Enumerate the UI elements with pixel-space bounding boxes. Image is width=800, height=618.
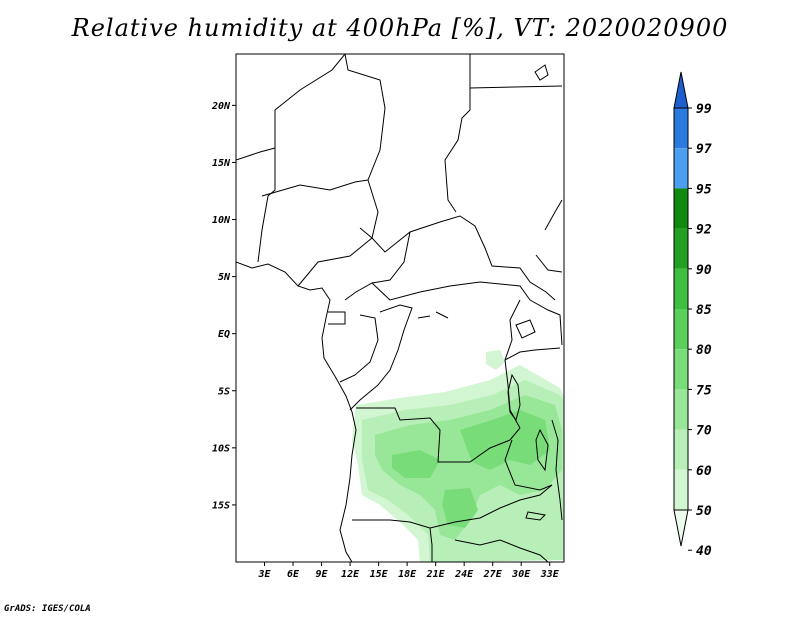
border-line xyxy=(344,231,411,301)
border-line xyxy=(257,148,276,263)
lat-tick-label: EQ xyxy=(218,329,230,340)
colorbar-top-arrow xyxy=(673,71,689,109)
border-line xyxy=(544,199,563,231)
lat-tick-label: 5N xyxy=(218,272,231,283)
lake-outline xyxy=(515,319,536,339)
border-line xyxy=(297,227,373,287)
colorbar-segment xyxy=(674,148,688,189)
humidity-shading xyxy=(352,350,564,562)
border-line xyxy=(504,347,561,361)
colorbar-label: 85 xyxy=(696,303,712,318)
humidity-region-75 xyxy=(392,450,440,478)
border-line xyxy=(349,304,413,411)
colorbar-segment xyxy=(674,268,688,309)
humidity-region-50 xyxy=(486,350,505,370)
lon-tick-label: 6E xyxy=(287,569,300,580)
lat-tick-label: 15N xyxy=(212,158,231,169)
colorbar-segment xyxy=(674,188,688,229)
border-line xyxy=(551,419,563,521)
lat-tick-label: 20N xyxy=(211,101,231,112)
longitude-axis: 3E 6E 9E 12E 15E 18E 21E 24E 27E 30E 33E xyxy=(257,562,560,580)
colorbar-segment xyxy=(674,349,688,390)
colorbar-segment xyxy=(674,429,688,470)
border-line xyxy=(328,311,346,325)
border-line xyxy=(454,539,549,562)
border-line xyxy=(356,407,470,463)
colorbar-label: 99 xyxy=(696,102,712,117)
latitude-axis: 20N 15N 10N 5N EQ 5S 10S 15S xyxy=(211,101,236,511)
lon-tick-label: 24E xyxy=(454,569,474,580)
border-line xyxy=(339,314,379,383)
colorbar-label: 70 xyxy=(696,424,712,439)
colorbar-label: 60 xyxy=(696,464,712,479)
lake-outline xyxy=(534,64,549,81)
lon-tick-label: 27E xyxy=(483,569,503,580)
colorbar-label: 97 xyxy=(696,142,712,157)
lon-tick-label: 30E xyxy=(511,569,531,580)
lon-tick-label: 12E xyxy=(341,569,360,580)
border-line xyxy=(529,299,563,346)
lake-outline xyxy=(507,373,521,422)
border-line xyxy=(535,254,563,273)
border-line xyxy=(417,311,449,319)
colorbar-label: 50 xyxy=(696,504,712,519)
lon-tick-label: 3E xyxy=(257,569,271,580)
lon-tick-label: 33E xyxy=(540,569,560,580)
lat-tick-label: 10N xyxy=(212,215,231,226)
border-line xyxy=(344,54,556,301)
border-line xyxy=(261,179,369,197)
colorbar-label: 90 xyxy=(696,263,712,278)
map-title: Relative humidity at 400hPa [%], VT: 202… xyxy=(71,14,729,42)
humidity-region-75 xyxy=(442,488,478,528)
colorbar-segment xyxy=(674,389,688,430)
lon-tick-label: 21E xyxy=(426,569,446,580)
map-frame xyxy=(235,53,565,563)
coastline xyxy=(236,261,357,562)
lat-tick-label: 15S xyxy=(212,500,230,511)
credit-text: GrADS: IGES/COLA xyxy=(4,604,91,614)
border-line xyxy=(469,427,521,463)
country-borders xyxy=(236,54,563,562)
colorbar-label: 75 xyxy=(696,383,712,398)
lat-tick-label: 5S xyxy=(218,386,230,397)
border-line xyxy=(352,519,433,562)
colorbar-segment xyxy=(674,228,688,269)
colorbar-bottom-arrow xyxy=(673,509,689,547)
lon-tick-label: 15E xyxy=(370,569,389,580)
lake-outline xyxy=(535,428,549,472)
colorbar-label: 40 xyxy=(696,544,712,559)
border-line xyxy=(371,281,531,301)
border-line xyxy=(236,54,346,161)
border-line xyxy=(469,85,563,89)
lon-tick-label: 18E xyxy=(398,569,417,580)
border-line xyxy=(444,54,471,213)
humidity-region-75 xyxy=(460,410,550,470)
lat-tick-label: 10S xyxy=(212,443,230,454)
colorbar-segment xyxy=(674,309,688,350)
colorbar: 99 97 95 92 90 85 80 75 70 60 50 40 xyxy=(673,71,712,559)
lake-outline xyxy=(525,511,547,521)
lon-tick-label: 9E xyxy=(316,569,329,580)
border-line xyxy=(504,439,553,491)
colorbar-segment xyxy=(674,108,688,149)
border-line xyxy=(429,484,553,529)
colorbar-segment xyxy=(674,469,688,510)
colorbar-label: 92 xyxy=(696,223,712,238)
colorbar-label: 80 xyxy=(696,343,712,358)
colorbar-label: 95 xyxy=(696,182,712,197)
